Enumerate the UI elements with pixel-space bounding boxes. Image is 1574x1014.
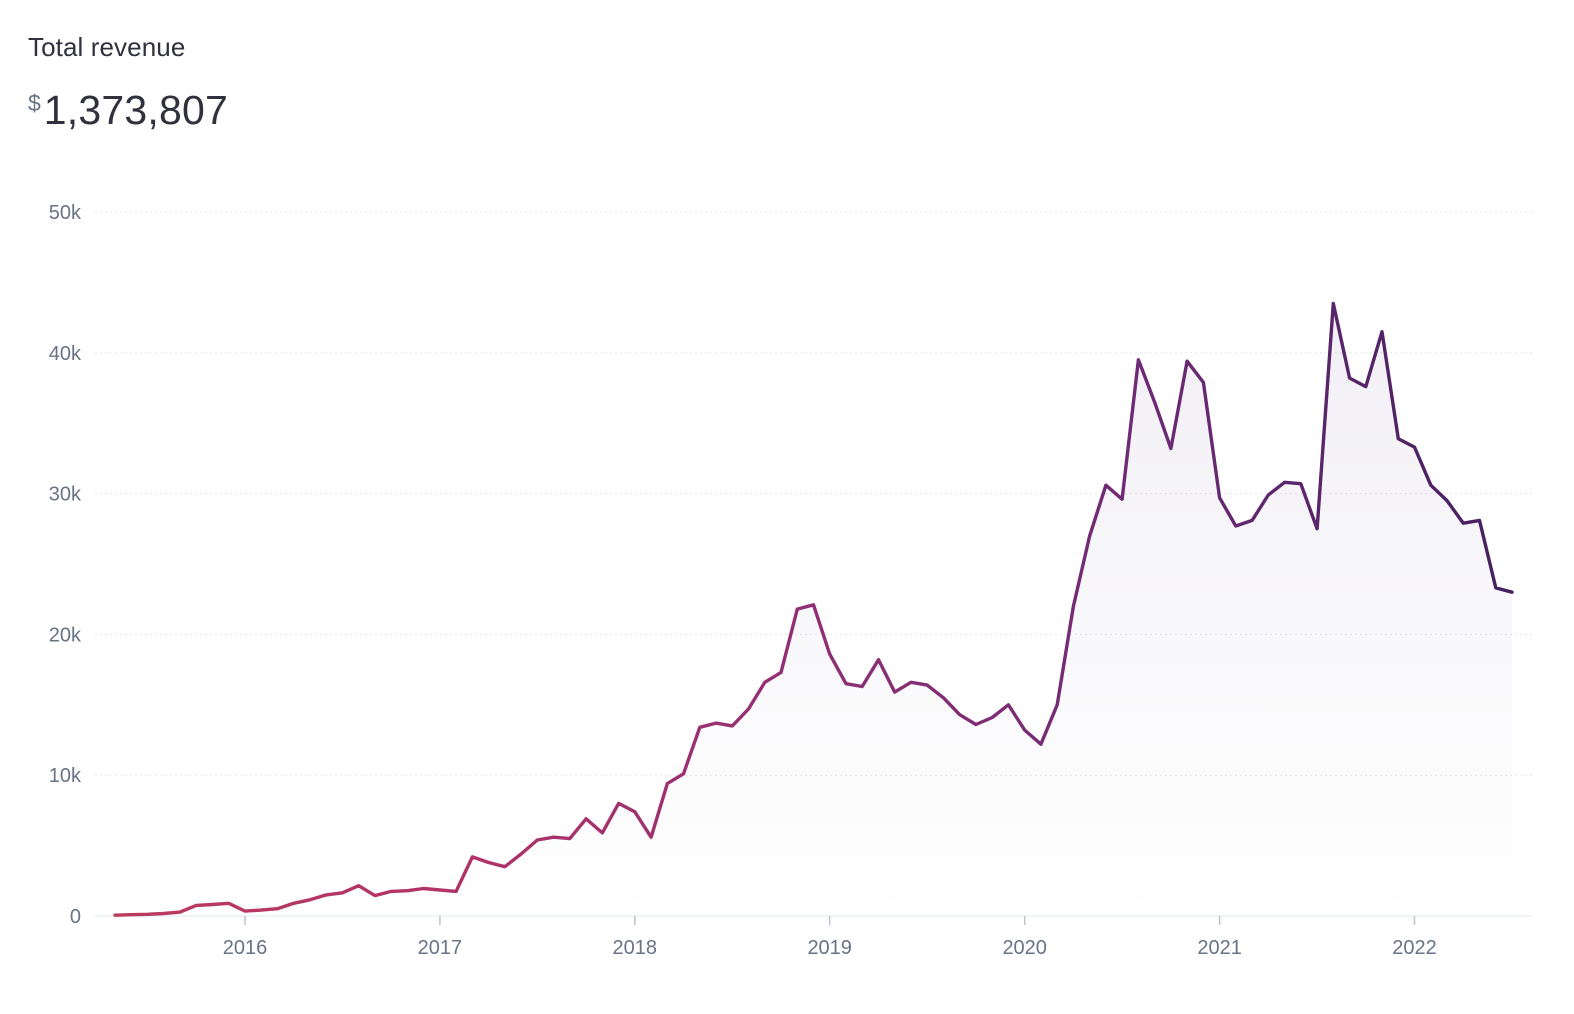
y-axis-label: 0 <box>70 906 81 928</box>
y-axis-label: 10k <box>49 765 82 787</box>
x-axis-label: 2020 <box>1002 937 1047 959</box>
total-amount: 1,373,807 <box>43 87 228 133</box>
y-axis-label: 30k <box>49 484 82 506</box>
chart-title: Total revenue <box>28 32 186 62</box>
revenue-line <box>113 301 1514 917</box>
x-axis-label: 2018 <box>613 937 658 959</box>
currency-symbol: $ <box>28 90 41 116</box>
x-axis-label: 2021 <box>1197 937 1242 959</box>
x-axis-label: 2017 <box>418 937 463 959</box>
chart-header: Total revenue $ 1,373,807 <box>28 32 228 134</box>
total-revenue-value: $ 1,373,807 <box>28 87 228 134</box>
y-axis-label: 40k <box>49 343 82 365</box>
x-axis-label: 2022 <box>1392 937 1437 959</box>
y-axis-label: 20k <box>49 624 82 646</box>
x-axis-label: 2016 <box>223 937 268 959</box>
x-axis-label: 2019 <box>807 937 852 959</box>
y-axis-label: 50k <box>49 202 82 224</box>
